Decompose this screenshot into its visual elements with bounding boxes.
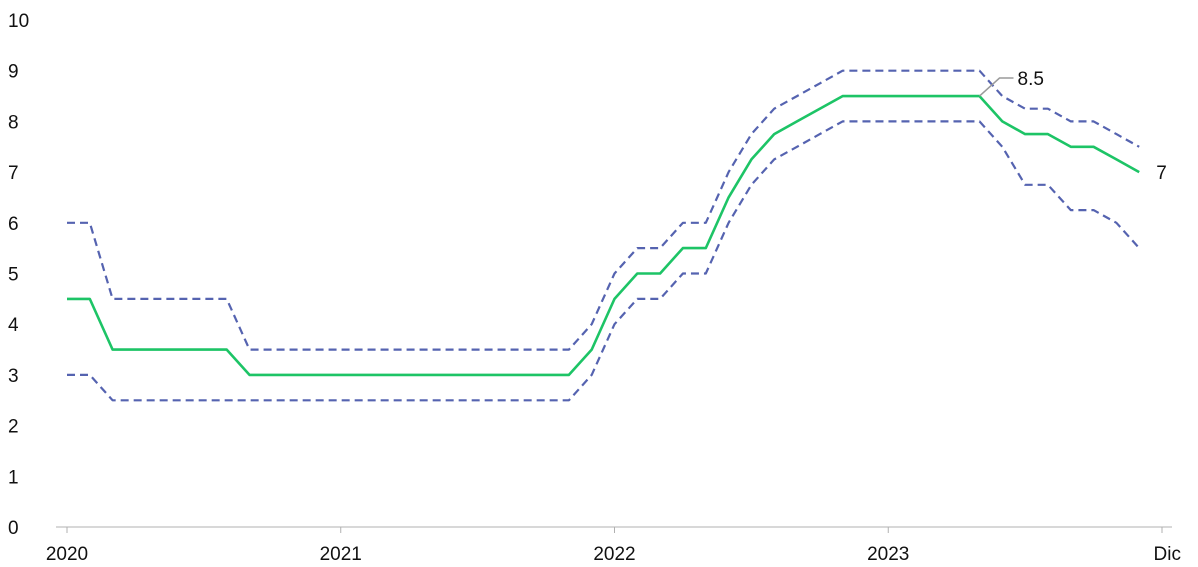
annotation-leader-line: [978, 77, 1014, 97]
y-tick-label: 5: [8, 265, 19, 286]
y-tick-label: 0: [8, 518, 19, 539]
annotation-label: 7: [1156, 163, 1167, 184]
series-layer: [67, 69, 1141, 402]
y-tick-label: 2: [8, 417, 19, 438]
y-tick-label: 4: [8, 315, 19, 336]
y-axis-tick-labels: 0 1 2 3 4 5 6 7 8 9 10: [8, 11, 29, 539]
series-line-dashed: [67, 69, 1140, 351]
x-tick-label: 2021: [320, 544, 362, 565]
y-tick-label: 3: [8, 366, 19, 387]
annotation-label: 8.5: [1018, 69, 1044, 90]
y-tick-label: 9: [8, 62, 19, 83]
x-tick-label: 2023: [867, 544, 909, 565]
annotations: 8.57: [978, 69, 1167, 184]
x-tick-label: 2020: [46, 544, 88, 565]
y-tick-label: 7: [8, 163, 19, 184]
y-tick-label: 1: [8, 467, 19, 488]
y-tick-label: 8: [8, 112, 19, 133]
x-tick-label: Dic: [1154, 544, 1181, 565]
y-tick-label: 10: [8, 11, 29, 32]
x-axis-tick-labels: 2020 2021 2022 2023 Dic: [46, 527, 1181, 565]
series-line-solid: [67, 94, 1140, 377]
y-tick-label: 6: [8, 214, 19, 235]
series-line-dashed: [67, 120, 1141, 402]
x-tick-label: 2022: [593, 544, 635, 565]
